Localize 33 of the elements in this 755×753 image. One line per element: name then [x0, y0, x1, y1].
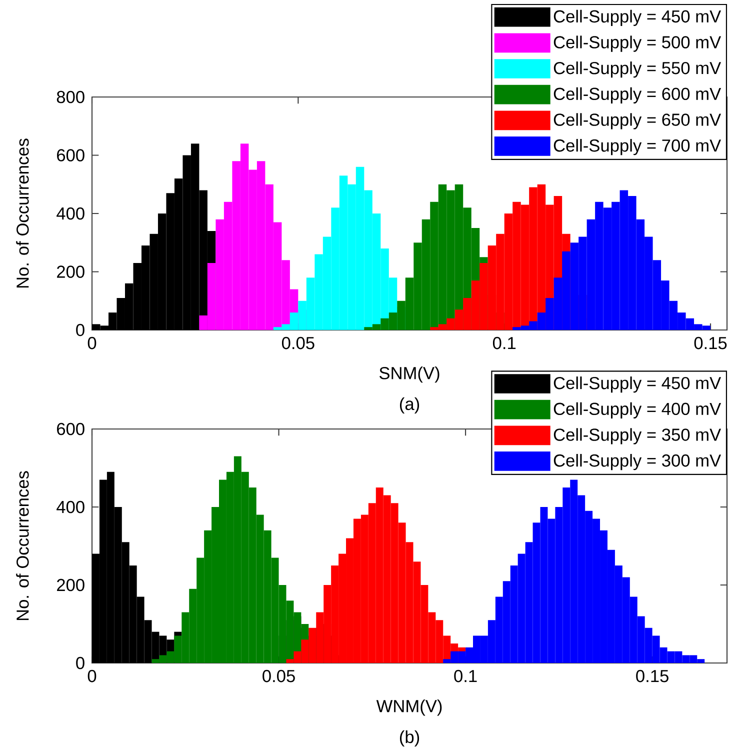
y-tick-label: 200 — [57, 266, 84, 278]
y-axis-title: No. of Occurrences — [16, 138, 29, 288]
legend-label: Cell-Supply = 450 mV — [554, 10, 722, 26]
x-tick-label: 0.05 — [282, 336, 314, 350]
legend-label: Cell-Supply = 650 mV — [554, 113, 722, 130]
y-tick-label: 600 — [57, 149, 84, 162]
text: (a) — [400, 397, 420, 414]
x-tick-label: 0.15 — [636, 670, 668, 682]
x-tick-label: 0 — [88, 336, 96, 350]
legend-label: Cell-Supply = 700 mV — [554, 138, 722, 156]
x-tick-label: 0.1 — [454, 670, 477, 682]
x-axis-title: SNM(V) — [379, 366, 440, 383]
legend-label: Cell-Supply = 500 mV — [554, 36, 722, 52]
y-tick-label: 600 — [57, 422, 84, 436]
text: (b) — [400, 730, 420, 747]
x-tick-label: 0.15 — [694, 336, 727, 350]
y-tick-label: 0 — [76, 656, 84, 670]
legend-label: Cell-Supply = 300 mV — [554, 454, 722, 470]
x-tick-label: 0.1 — [492, 336, 516, 350]
legend-label: Cell-Supply = 600 mV — [554, 87, 722, 104]
x-tick-label: 0 — [88, 670, 96, 682]
x-tick-label: 0.05 — [262, 670, 295, 682]
y-tick-label: 800 — [56, 90, 84, 104]
y-axis-title: No. of Occurrences — [16, 471, 29, 620]
y-tick-label: 400 — [56, 500, 84, 514]
legend-label: Cell-Supply = 450 mV — [554, 376, 722, 393]
legend-label: Cell-Supply = 400 mV — [554, 402, 722, 418]
legend-label: Cell-Supply = 350 mV — [554, 428, 722, 444]
y-tick-label: 200 — [57, 578, 84, 592]
y-tick-label: 0 — [76, 324, 84, 336]
y-tick-label: 400 — [56, 207, 84, 220]
x-axis-title: WNM(V) — [376, 700, 442, 716]
legend-label: Cell-Supply = 550 mV — [554, 61, 722, 78]
